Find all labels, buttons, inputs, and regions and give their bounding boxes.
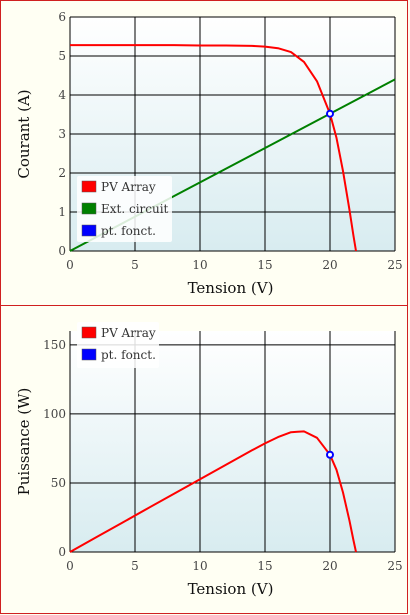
current-chart-panel: 0 5 10 15 20 25 0 1 2 3 4 5 6 Tension (V) Courant (A) P… bbox=[0, 0, 408, 306]
series-line-pv-array bbox=[70, 44, 357, 252]
x-tick-label: 5 bbox=[131, 559, 139, 573]
legend-swatch bbox=[81, 326, 97, 339]
y-tick-label: 0 bbox=[58, 545, 66, 559]
legend-label: PV Array bbox=[101, 326, 156, 340]
x-tick-label: 5 bbox=[131, 258, 139, 272]
legend-label: PV Array bbox=[101, 180, 156, 194]
y-tick-label: 50 bbox=[51, 476, 66, 490]
legend-box bbox=[77, 176, 172, 242]
legend-label: pt. fonct. bbox=[101, 348, 156, 362]
x-tick-label: 10 bbox=[192, 258, 207, 272]
legend: PV Array pt. fonct. bbox=[77, 322, 159, 368]
series-line-pv-array bbox=[69, 430, 357, 553]
y-axis-title: Courant (A) bbox=[15, 89, 33, 178]
legend-swatch bbox=[81, 202, 97, 215]
current-voltage-chart[interactable]: 0 5 10 15 20 25 0 1 2 3 4 5 6 Tension (V) Courant (A) P… bbox=[1, 1, 407, 305]
legend-swatch bbox=[81, 348, 97, 361]
legend-box bbox=[77, 322, 159, 368]
legend-label: pt. fonct. bbox=[101, 224, 156, 238]
x-tick-label: 25 bbox=[387, 559, 402, 573]
operating-point-marker[interactable] bbox=[326, 109, 334, 118]
legend-label: Ext. circuit bbox=[101, 202, 169, 216]
y-tick-label: 3 bbox=[58, 127, 66, 141]
x-tick-label: 15 bbox=[257, 258, 272, 272]
y-tick-label: 6 bbox=[58, 10, 66, 24]
power-chart-panel: 0 5 10 15 20 25 0 50 100 150 Tension (V) Puissance … bbox=[0, 305, 408, 614]
y-axis-title: Puissance (W) bbox=[15, 388, 33, 496]
power-voltage-chart[interactable]: 0 5 10 15 20 25 0 50 100 150 Tension (V) Puissance … bbox=[1, 306, 407, 613]
y-tick-label: 2 bbox=[58, 166, 66, 180]
x-tick-label: 20 bbox=[322, 258, 337, 272]
y-tick-label: 5 bbox=[58, 49, 66, 63]
x-tick-label: 0 bbox=[66, 559, 74, 573]
y-tick-label: 150 bbox=[43, 338, 66, 352]
y-tick-label: 100 bbox=[43, 407, 66, 421]
legend-swatch bbox=[81, 180, 97, 193]
x-tick-label: 0 bbox=[66, 258, 74, 272]
x-tick-label: 10 bbox=[192, 559, 207, 573]
x-axis-title: Tension (V) bbox=[188, 580, 274, 598]
operating-point-marker[interactable] bbox=[326, 450, 334, 459]
legend-swatch bbox=[81, 224, 97, 237]
y-tick-label: 1 bbox=[58, 205, 66, 219]
x-tick-label: 20 bbox=[322, 559, 337, 573]
x-axis-title: Tension (V) bbox=[188, 279, 274, 297]
x-tick-label: 25 bbox=[387, 258, 402, 272]
x-tick-label: 15 bbox=[257, 559, 272, 573]
y-tick-label: 0 bbox=[58, 244, 66, 258]
y-tick-label: 4 bbox=[58, 88, 66, 102]
legend: PV Array Ext. circuit pt. fonct. bbox=[77, 176, 172, 242]
